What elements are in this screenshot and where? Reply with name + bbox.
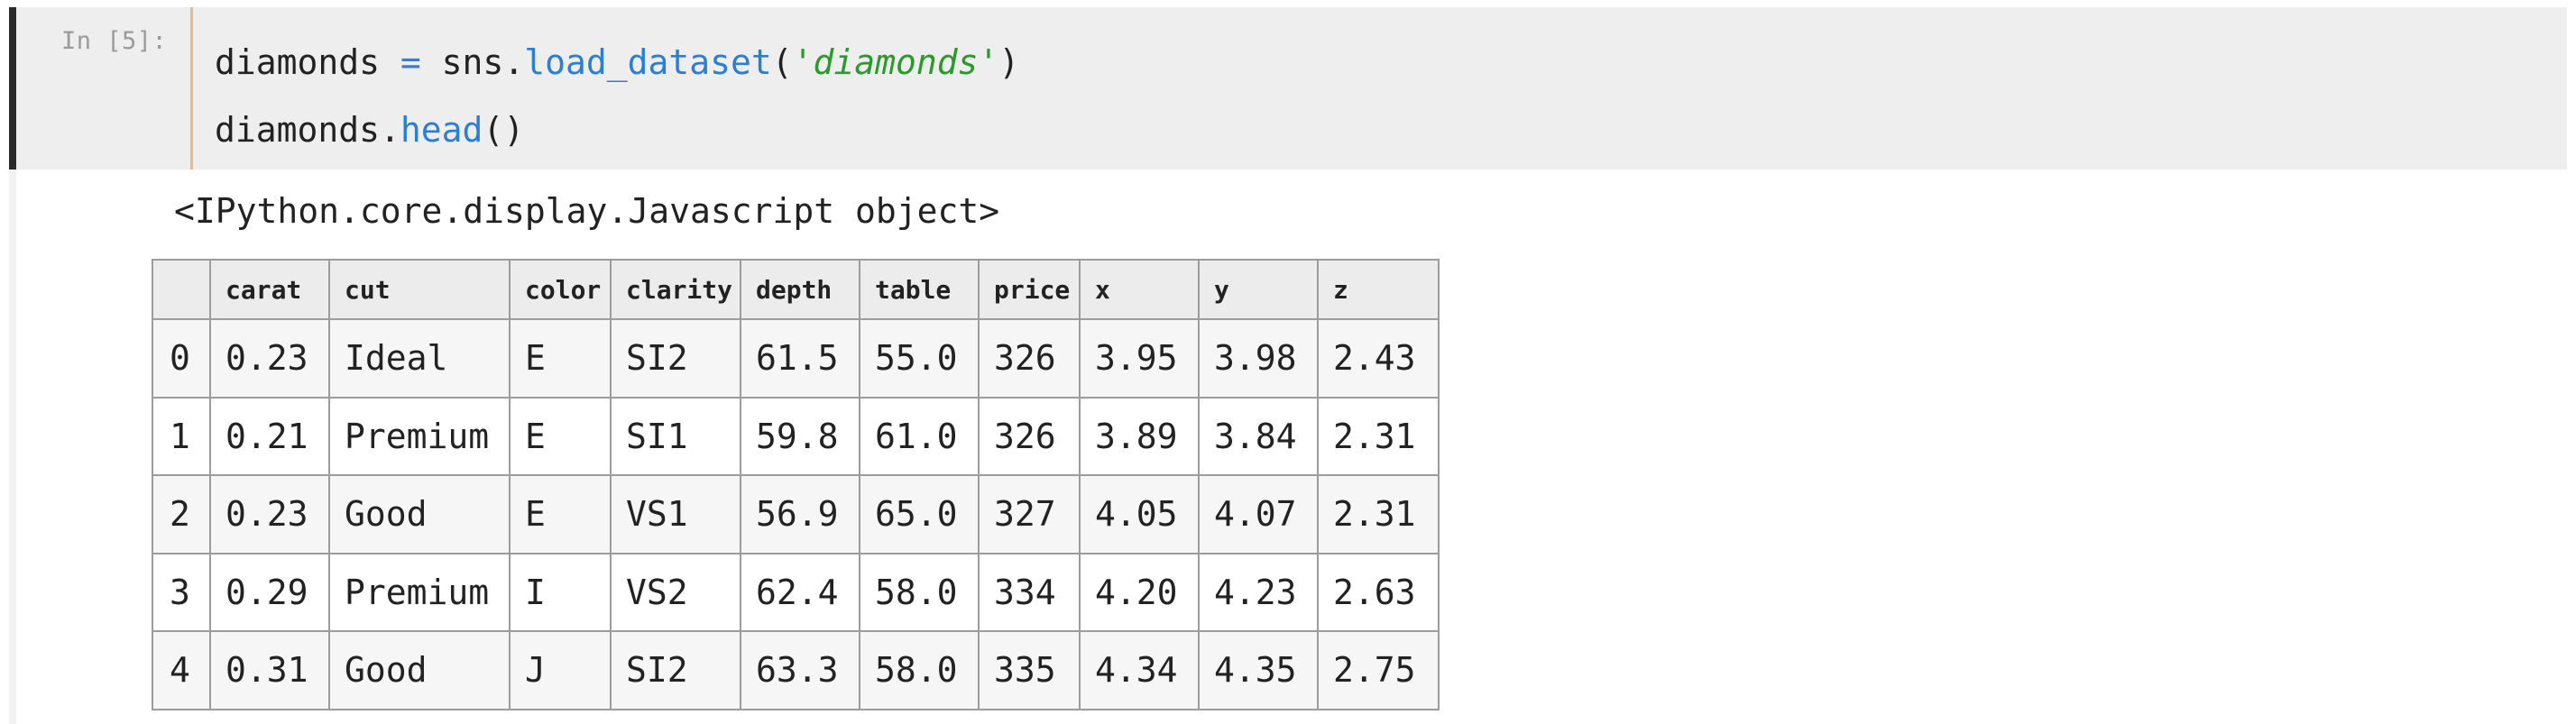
table-cell-carat: 0.31 [209,630,330,710]
column-header-y: y [1198,259,1319,320]
column-header-carat: carat [209,259,330,320]
table-cell-carat: 0.29 [209,552,330,632]
table-cell-z: 2.31 [1317,396,1440,476]
column-header-table: table [859,259,980,320]
row-index: 2 [152,474,211,554]
table-cell-x: 4.34 [1079,630,1200,710]
table-cell-clarity: SI2 [610,318,741,399]
code-token-variable: diamonds [215,42,381,82]
table-cell-clarity: SI2 [610,630,741,710]
column-header-price: price [978,259,1081,320]
table-row: 2 0.23 Good E VS1 56.9 65.0 327 4.05 4.07 2.31 [152,474,1440,554]
table-cell-depth: 56.9 [740,474,860,554]
table-cell-cut: Premium [328,552,511,632]
table-cell-carat: 0.23 [209,474,330,554]
table-cell-price: 326 [978,318,1081,399]
column-header-x: x [1079,259,1200,320]
column-header-color: color [509,259,612,320]
table-cell-carat: 0.21 [209,396,330,476]
code-line-2[interactable]: diamonds.head() [215,102,1019,170]
code-line-1[interactable]: diamonds = sns.load_dataset('diamonds') [215,34,1019,102]
output-text: <IPython.core.display.Javascript object> [174,191,1000,231]
cell-gutter-divider [190,7,193,170]
column-header-clarity: clarity [610,259,741,320]
code-token-parens: () [483,110,525,150]
table-cell-color: I [509,552,612,632]
index-header [152,259,211,320]
code-token-string: 'diamonds' [792,42,999,82]
table-cell-y: 3.84 [1198,396,1319,476]
table-cell-cut: Premium [328,396,511,476]
table-row: 3 0.29 Premium I VS2 62.4 58.0 334 4.20 4.23 2.63 [152,552,1440,632]
table-cell-x: 3.89 [1079,396,1200,476]
code-token-paren-close: ) [998,42,1020,82]
column-header-cut: cut [328,259,511,320]
table-cell-cut: Ideal [328,318,511,399]
table-cell-depth: 62.4 [740,552,860,632]
row-index: 1 [152,396,211,476]
row-index: 3 [152,552,211,632]
table-cell-price: 326 [978,396,1081,476]
code-token-variable: diamonds [215,110,381,150]
table-cell-z: 2.63 [1317,552,1440,632]
table-cell-price: 327 [978,474,1081,554]
table-cell-price: 335 [978,630,1081,710]
table-header-row: carat cut color clarity depth table price x y z [152,259,1440,320]
table-cell-color: J [509,630,612,710]
table-cell-clarity: SI1 [610,396,741,476]
table-cell-cut: Good [328,474,511,554]
code-cell[interactable]: In [5]: diamonds = sns.load_dataset('dia… [9,7,2567,170]
code-token-operator: = [380,42,442,82]
table-cell-x: 3.95 [1079,318,1200,399]
table-cell-color: E [509,318,612,399]
table-cell-z: 2.43 [1317,318,1440,399]
table-cell-z: 2.75 [1317,630,1440,710]
column-header-z: z [1317,259,1440,320]
table-row: 0 0.23 Ideal E SI2 61.5 55.0 326 3.95 3.98 2.43 [152,318,1440,399]
row-index: 0 [152,318,211,399]
table-cell-z: 2.31 [1317,474,1440,554]
code-token-dot: . [380,110,400,150]
dataframe-table: carat cut color clarity depth table price x y z 0… [152,259,1440,710]
table-cell-depth: 63.3 [740,630,860,710]
table-cell-table: 65.0 [859,474,980,554]
code-token-paren-open: ( [771,42,793,82]
row-index: 4 [152,630,211,710]
code-token-function: head [400,110,483,150]
table-cell-color: E [509,474,612,554]
table-row: 1 0.21 Premium E SI1 59.8 61.0 326 3.89 3.84 2.31 [152,396,1440,476]
table-cell-x: 4.05 [1079,474,1200,554]
table-cell-clarity: VS1 [610,474,741,554]
table-cell-y: 4.35 [1198,630,1319,710]
table-cell-carat: 0.23 [209,318,330,399]
table-cell-y: 4.23 [1198,552,1319,632]
code-token-module: sns [441,42,504,82]
table-cell-color: E [509,396,612,476]
table-cell-y: 4.07 [1198,474,1319,554]
code-token-function: load_dataset [524,42,772,82]
table-cell-table: 55.0 [859,318,980,399]
table-cell-depth: 59.8 [740,396,860,476]
table-cell-x: 4.20 [1079,552,1200,632]
table-cell-depth: 61.5 [740,318,860,399]
table-cell-price: 334 [978,552,1081,632]
code-editor[interactable]: diamonds = sns.load_dataset('diamonds') … [215,34,1019,170]
table-cell-table: 58.0 [859,630,980,710]
column-header-depth: depth [740,259,860,320]
table-cell-table: 61.0 [859,396,980,476]
table-cell-table: 58.0 [859,552,980,632]
input-prompt: In [5]: [61,27,168,55]
code-token-dot: . [503,42,525,82]
table-cell-cut: Good [328,630,511,710]
table-row: 4 0.31 Good J SI2 63.3 58.0 335 4.34 4.35 2.75 [152,630,1440,710]
table-cell-y: 3.98 [1198,318,1319,399]
output-collapse-strip[interactable] [9,170,16,724]
table-cell-clarity: VS2 [610,552,741,632]
